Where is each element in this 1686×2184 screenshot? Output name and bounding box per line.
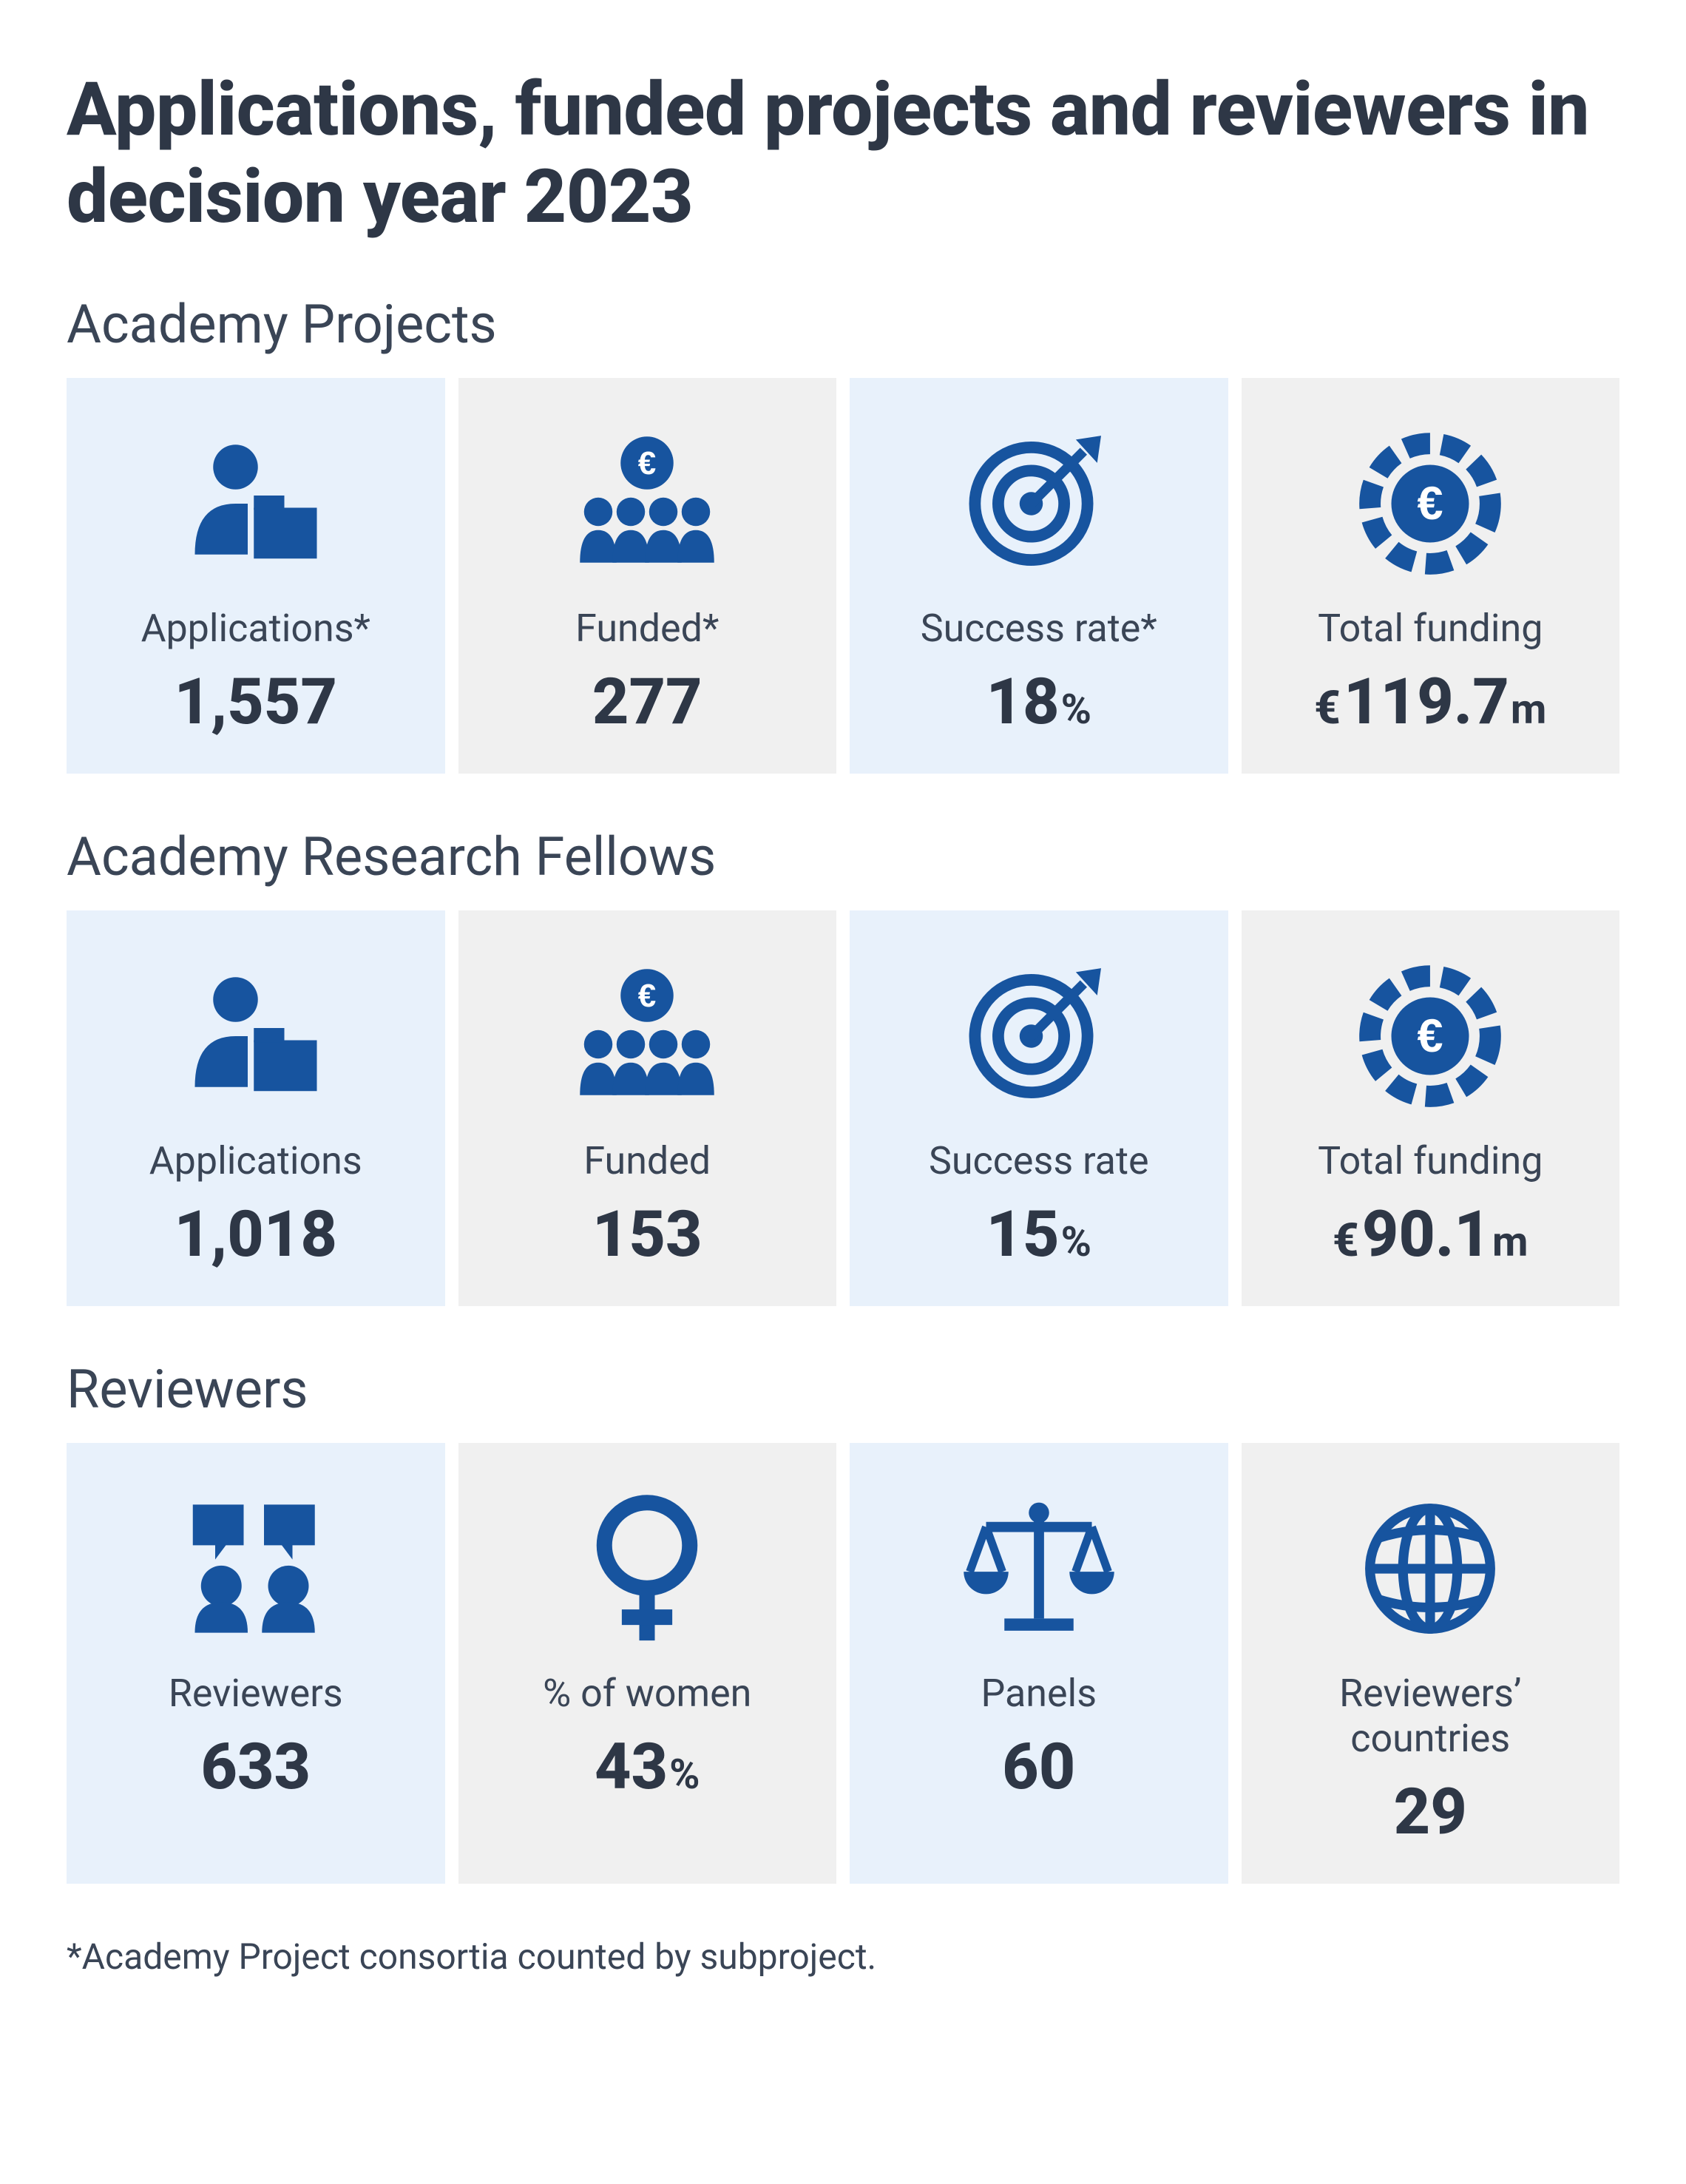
stat-label: Reviewers	[169, 1671, 343, 1716]
stat-card: Success rate* 18%	[850, 378, 1228, 774]
team-euro-icon	[566, 415, 728, 592]
stat-card: % of women 43%	[458, 1443, 837, 1884]
stat-value: 60	[1002, 1735, 1075, 1799]
globe-icon	[1349, 1480, 1511, 1657]
stat-card: Success rate 15%	[850, 910, 1228, 1306]
stat-label: Applications	[149, 1138, 362, 1183]
stat-label: Applications*	[141, 606, 370, 651]
stat-label: Total funding	[1318, 606, 1543, 651]
stat-value: 277	[592, 670, 702, 734]
card-row: Applications* 1,557 Funded* 277 Success rate…	[67, 378, 1619, 774]
stat-value: 43%	[595, 1735, 700, 1799]
section-title: Academy Projects	[67, 293, 1619, 356]
card-row: Applications 1,018 Funded 153 Success rate 15…	[67, 910, 1619, 1306]
stat-label: Reviewers’ countries	[1256, 1671, 1605, 1761]
person-file-icon	[175, 947, 337, 1125]
stat-label: Panels	[981, 1671, 1097, 1716]
stat-label: Funded	[583, 1138, 711, 1183]
stat-value: 633	[200, 1735, 311, 1799]
reviewers-icon	[175, 1480, 337, 1657]
card-row: Reviewers 633 % of women 43% Panels 60 Reviewe…	[67, 1443, 1619, 1884]
stat-label: Success rate	[929, 1138, 1149, 1183]
female-icon	[566, 1480, 728, 1657]
target-icon	[958, 947, 1120, 1125]
stat-value: 18%	[986, 670, 1091, 734]
stat-label: Funded*	[575, 606, 719, 651]
stat-card: Total funding €119.7m	[1242, 378, 1620, 774]
section-title: Academy Research Fellows	[67, 825, 1619, 888]
section-title: Reviewers	[67, 1358, 1619, 1421]
stat-card: Funded 153	[458, 910, 837, 1306]
stat-card: Applications 1,018	[67, 910, 445, 1306]
stat-card: Reviewers 633	[67, 1443, 445, 1884]
stat-value: 1,018	[174, 1203, 337, 1266]
stat-value: 29	[1394, 1780, 1467, 1844]
stat-card: Total funding €90.1m	[1242, 910, 1620, 1306]
stat-label: Success rate*	[921, 606, 1157, 651]
page-title: Applications, funded projects and review…	[67, 67, 1619, 241]
stat-value: €119.7m	[1314, 670, 1546, 734]
scales-icon	[958, 1480, 1120, 1657]
euro-badge-icon	[1349, 415, 1511, 592]
stat-value: 15%	[986, 1203, 1091, 1266]
stat-card: Panels 60	[850, 1443, 1228, 1884]
stat-label: % of women	[543, 1671, 751, 1716]
person-file-icon	[175, 415, 337, 592]
stat-label: Total funding	[1318, 1138, 1543, 1183]
stat-card: Funded* 277	[458, 378, 837, 774]
team-euro-icon	[566, 947, 728, 1125]
stat-value: 1,557	[174, 670, 337, 734]
stat-card: Reviewers’ countries 29	[1242, 1443, 1620, 1884]
target-icon	[958, 415, 1120, 592]
euro-badge-icon	[1349, 947, 1511, 1125]
footnote: *Academy Project consortia counted by su…	[67, 1935, 1619, 1978]
stat-value: 153	[592, 1203, 702, 1266]
stat-card: Applications* 1,557	[67, 378, 445, 774]
stat-value: €90.1m	[1333, 1203, 1528, 1266]
